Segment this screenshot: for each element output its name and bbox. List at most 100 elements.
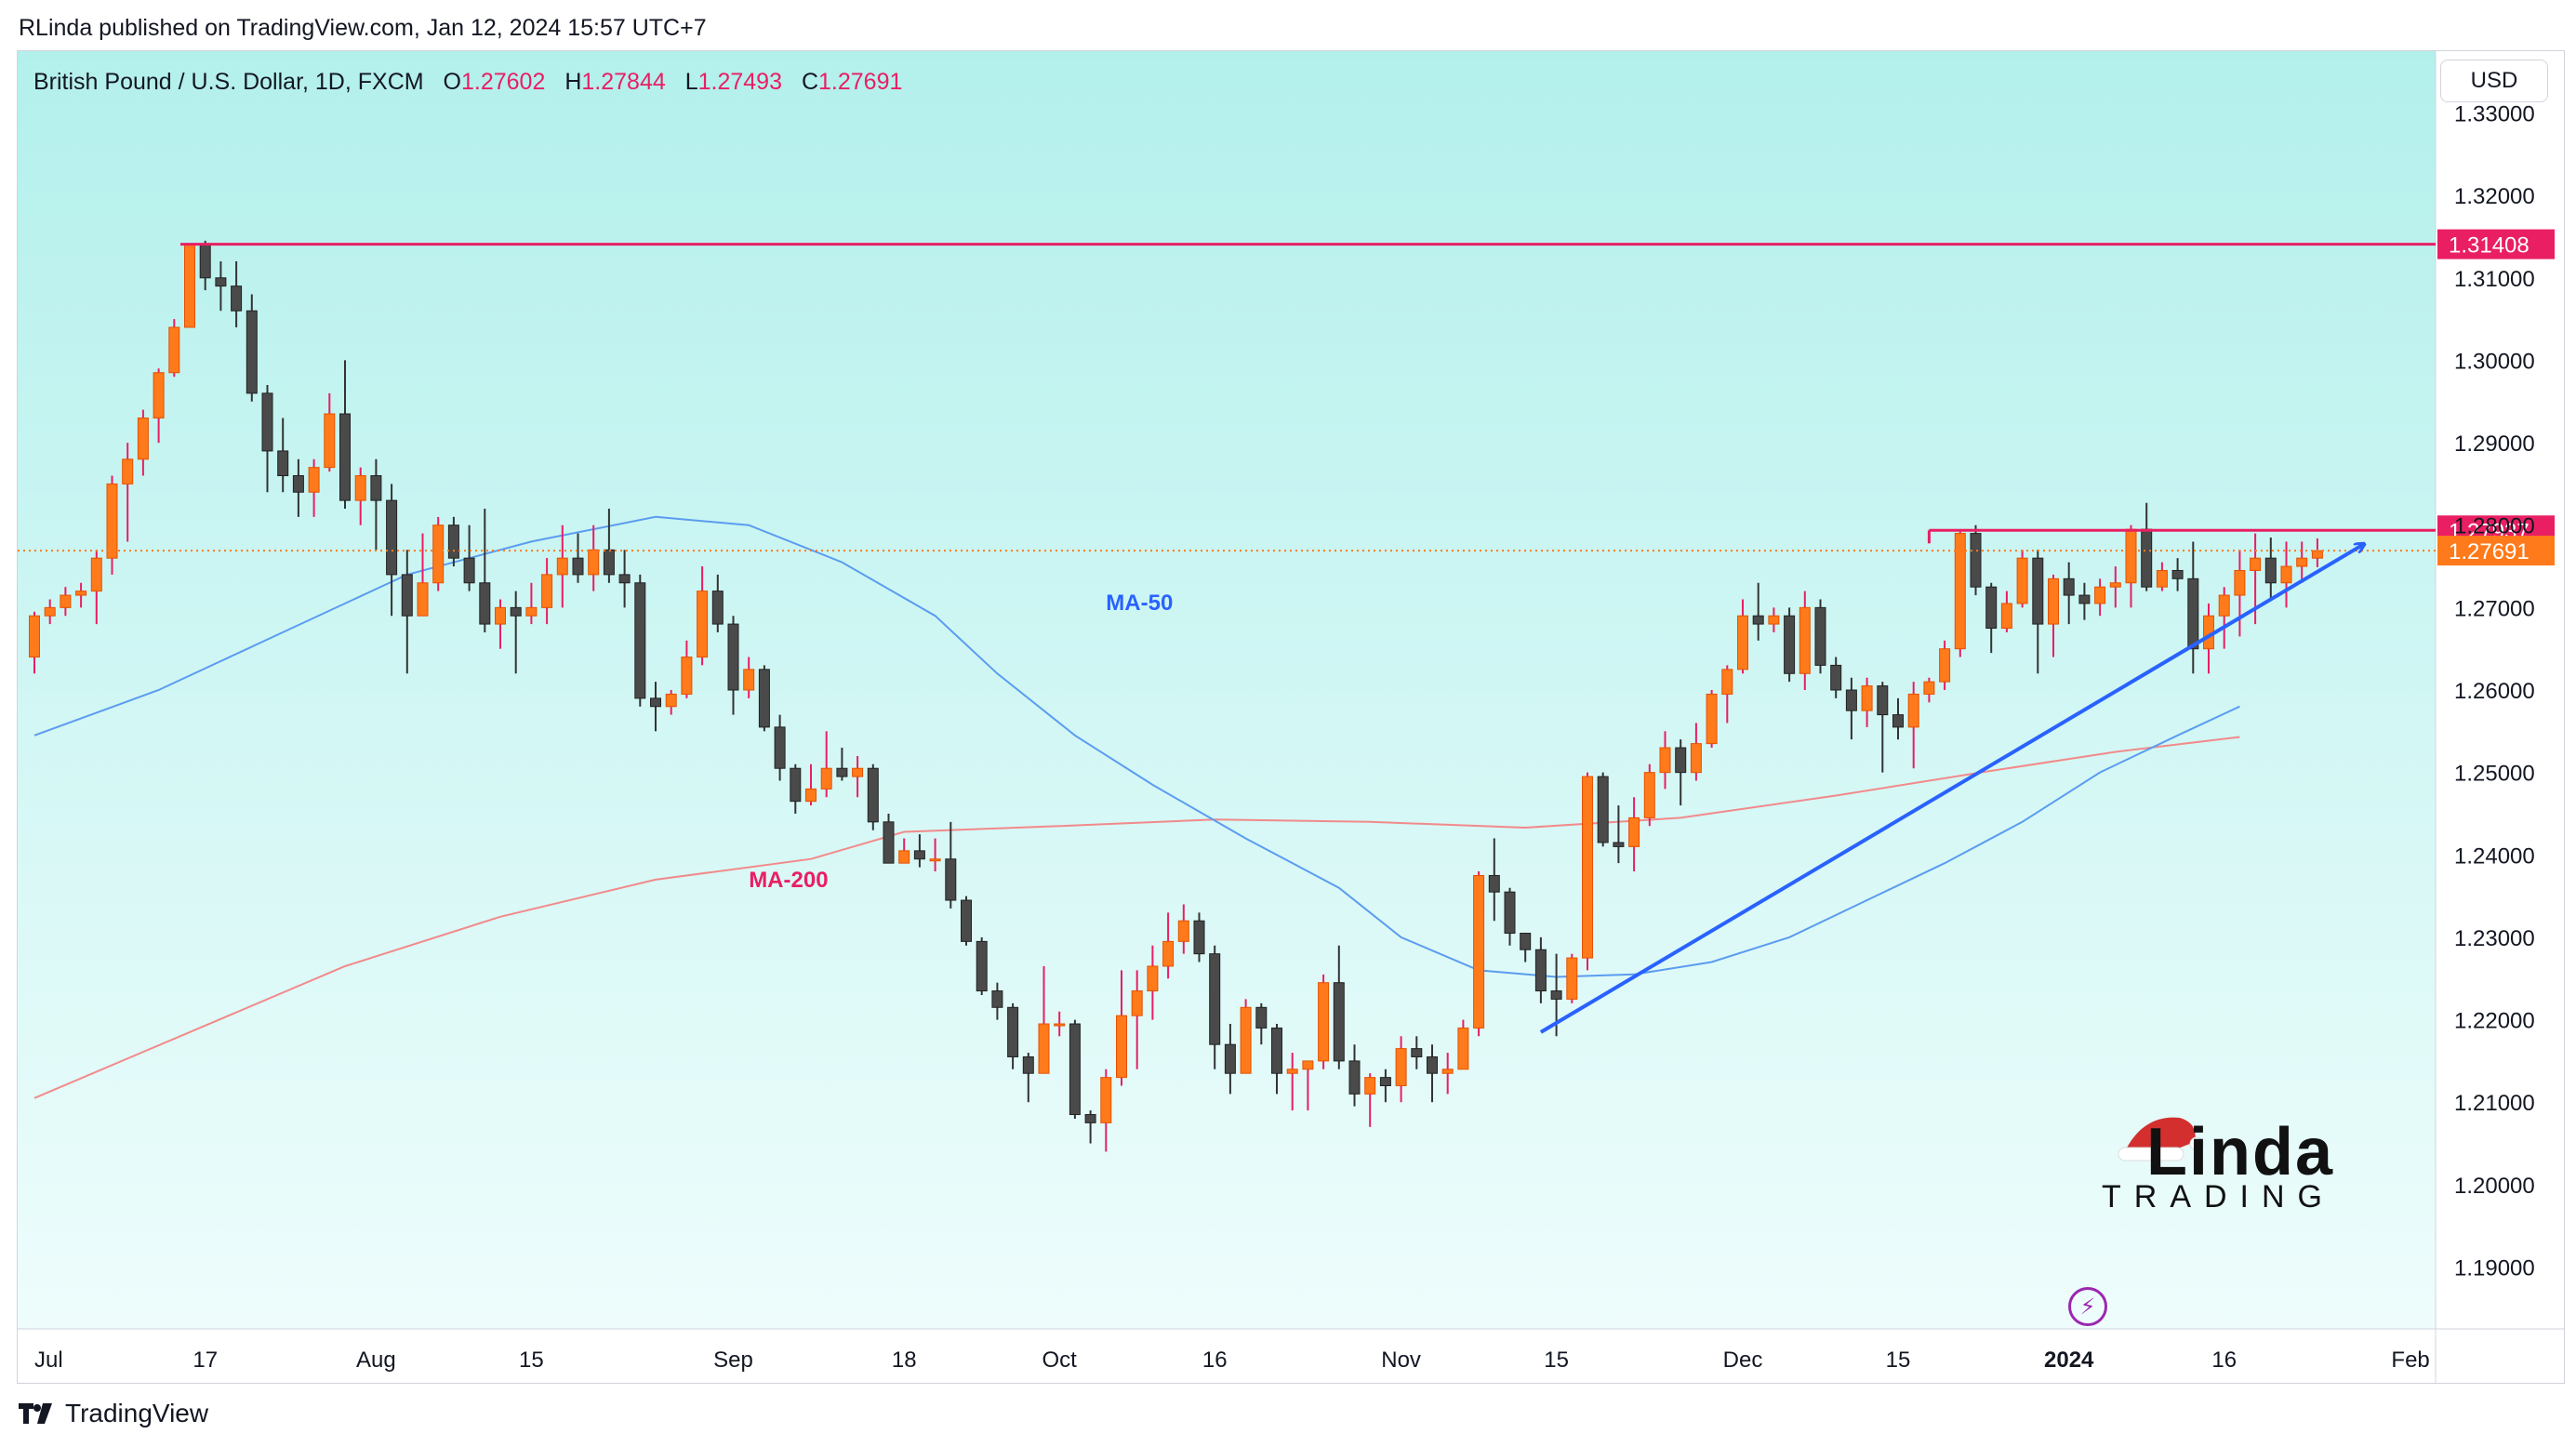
- candle-body[interactable]: [432, 524, 445, 584]
- candle-body[interactable]: [44, 606, 56, 617]
- candle-body[interactable]: [2311, 550, 2323, 559]
- candle-body[interactable]: [650, 697, 661, 708]
- candle-body[interactable]: [697, 591, 709, 658]
- candle-body[interactable]: [1488, 874, 1500, 893]
- candle-body[interactable]: [2280, 565, 2292, 584]
- candle-body[interactable]: [852, 767, 864, 777]
- candle-body[interactable]: [727, 623, 739, 691]
- candle-body[interactable]: [1084, 1114, 1096, 1123]
- candle-body[interactable]: [1504, 891, 1516, 935]
- candle-body[interactable]: [479, 582, 491, 625]
- candle-body[interactable]: [106, 483, 118, 559]
- candle-body[interactable]: [1209, 953, 1221, 1045]
- candle-body[interactable]: [2094, 586, 2106, 604]
- candle-body[interactable]: [184, 244, 195, 328]
- candle-body[interactable]: [711, 591, 724, 625]
- candle-body[interactable]: [122, 458, 134, 485]
- candle-body[interactable]: [495, 606, 506, 625]
- candle-body[interactable]: [1721, 669, 1733, 695]
- candle-body[interactable]: [2171, 569, 2184, 579]
- candle-body[interactable]: [867, 767, 879, 823]
- candle-body[interactable]: [1022, 1055, 1034, 1074]
- candle-body[interactable]: [929, 858, 941, 862]
- candle-body[interactable]: [1224, 1043, 1236, 1074]
- candle-body[interactable]: [2032, 557, 2044, 625]
- candle-body[interactable]: [1985, 586, 1998, 630]
- candle-body[interactable]: [2218, 594, 2230, 617]
- candle-body[interactable]: [1706, 693, 1718, 745]
- candle-body[interactable]: [1877, 685, 1889, 716]
- candle-body[interactable]: [2264, 557, 2277, 584]
- candle-body[interactable]: [1737, 615, 1748, 670]
- candle-body[interactable]: [324, 413, 336, 469]
- candle-body[interactable]: [1597, 776, 1609, 843]
- candle-body[interactable]: [2016, 557, 2028, 604]
- candle-body[interactable]: [510, 606, 522, 617]
- candle-body[interactable]: [401, 574, 413, 617]
- candle-body[interactable]: [1116, 1015, 1127, 1079]
- candle-body[interactable]: [277, 450, 289, 477]
- candle-body[interactable]: [820, 767, 832, 790]
- candle-body[interactable]: [90, 557, 102, 592]
- candle-body[interactable]: [1318, 982, 1330, 1062]
- candle-body[interactable]: [168, 326, 180, 374]
- candle-body[interactable]: [603, 549, 615, 576]
- candle-body[interactable]: [1923, 681, 1935, 695]
- candle-body[interactable]: [153, 372, 165, 418]
- candle-body[interactable]: [2296, 557, 2308, 567]
- candle-body[interactable]: [774, 726, 786, 769]
- candle-body[interactable]: [386, 499, 398, 576]
- candle-body[interactable]: [231, 285, 243, 312]
- candle-body[interactable]: [1582, 776, 1593, 959]
- candle-body[interactable]: [261, 392, 273, 452]
- candle-body[interactable]: [1534, 949, 1547, 992]
- candle-body[interactable]: [1830, 664, 1842, 691]
- candle-body[interactable]: [572, 557, 584, 576]
- candle-body[interactable]: [2234, 569, 2246, 596]
- candle-body[interactable]: [447, 524, 459, 559]
- candle-body[interactable]: [308, 467, 320, 493]
- candle-body[interactable]: [1007, 1006, 1019, 1057]
- candle-body[interactable]: [370, 475, 382, 501]
- candle-body[interactable]: [1799, 606, 1811, 674]
- candle-body[interactable]: [1441, 1069, 1454, 1074]
- candle-body[interactable]: [1411, 1048, 1423, 1057]
- candle-body[interactable]: [1814, 606, 1826, 666]
- candle-body[interactable]: [1675, 747, 1687, 774]
- candle-body[interactable]: [961, 899, 972, 942]
- candle-body[interactable]: [1752, 615, 1764, 625]
- candle-body[interactable]: [836, 767, 848, 777]
- candle-body[interactable]: [1395, 1048, 1407, 1086]
- candle-body[interactable]: [1628, 816, 1640, 847]
- footer-brand[interactable]: TradingView: [19, 1399, 208, 1428]
- candle-body[interactable]: [1333, 982, 1345, 1062]
- candle-body[interactable]: [1690, 743, 1702, 774]
- candle-body[interactable]: [1038, 1023, 1050, 1074]
- candle-body[interactable]: [1427, 1055, 1438, 1074]
- candle-body[interactable]: [29, 615, 40, 658]
- candle-body[interactable]: [1364, 1077, 1376, 1095]
- candle-body[interactable]: [1659, 747, 1671, 774]
- trendline[interactable]: [1539, 544, 2364, 1034]
- candle-body[interactable]: [1379, 1077, 1391, 1086]
- candle-body[interactable]: [1193, 920, 1205, 955]
- candle-body[interactable]: [1784, 615, 1796, 674]
- candle-body[interactable]: [2000, 603, 2012, 630]
- candle-body[interactable]: [463, 557, 475, 584]
- candle-body[interactable]: [618, 574, 631, 584]
- candle-body[interactable]: [1348, 1060, 1361, 1095]
- candle-body[interactable]: [1240, 1006, 1252, 1074]
- candle-body[interactable]: [1970, 533, 1982, 588]
- candle-body[interactable]: [1845, 689, 1857, 711]
- candle-body[interactable]: [1954, 533, 1966, 650]
- currency-button[interactable]: USD: [2440, 60, 2548, 102]
- candle-body[interactable]: [898, 850, 910, 864]
- candle-body[interactable]: [1147, 965, 1159, 992]
- candle-body[interactable]: [1907, 693, 1919, 728]
- candle-body[interactable]: [2187, 577, 2199, 650]
- candle-body[interactable]: [417, 582, 429, 617]
- candle-body[interactable]: [60, 594, 72, 608]
- candle-body[interactable]: [215, 277, 227, 287]
- candle-body[interactable]: [758, 669, 770, 728]
- candle-body[interactable]: [541, 574, 553, 608]
